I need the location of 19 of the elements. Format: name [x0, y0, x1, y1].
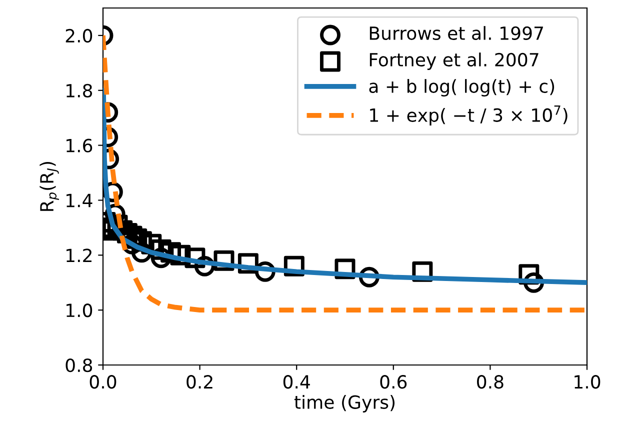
y-tick-label: 1.0	[66, 304, 92, 318]
x-tick-label: 0.2	[186, 375, 212, 389]
legend-label: a + b log( log(t) + c)	[369, 79, 554, 97]
y-axis-title: R$_{p}$(R$_{J}$)	[40, 162, 59, 211]
y-tick-label: 1.4	[66, 194, 92, 208]
y-tick-label: 2.0	[66, 28, 92, 43]
y-tick-label: 0.8	[66, 358, 92, 372]
legend-label: 1 + exp( −t / 3 × 10$^{7}$)	[370, 106, 568, 126]
x-tick-label: 0.0	[90, 375, 116, 389]
y-tick-label: 1.8	[66, 84, 92, 98]
y-tick-label: 1.6	[66, 138, 92, 152]
legend-label: Burrows et al. 1997	[370, 26, 543, 40]
y-tick-label: 1.2	[66, 248, 92, 262]
x-axis-title: time (Gyrs)	[294, 394, 395, 412]
x-tick-label: 1.0	[574, 375, 600, 389]
x-tick-label: 0.6	[380, 375, 407, 389]
x-tick-label: 0.8	[477, 375, 504, 389]
x-tick-label: 0.4	[283, 375, 310, 389]
legend-label: Fortney et al. 2007	[370, 52, 538, 70]
